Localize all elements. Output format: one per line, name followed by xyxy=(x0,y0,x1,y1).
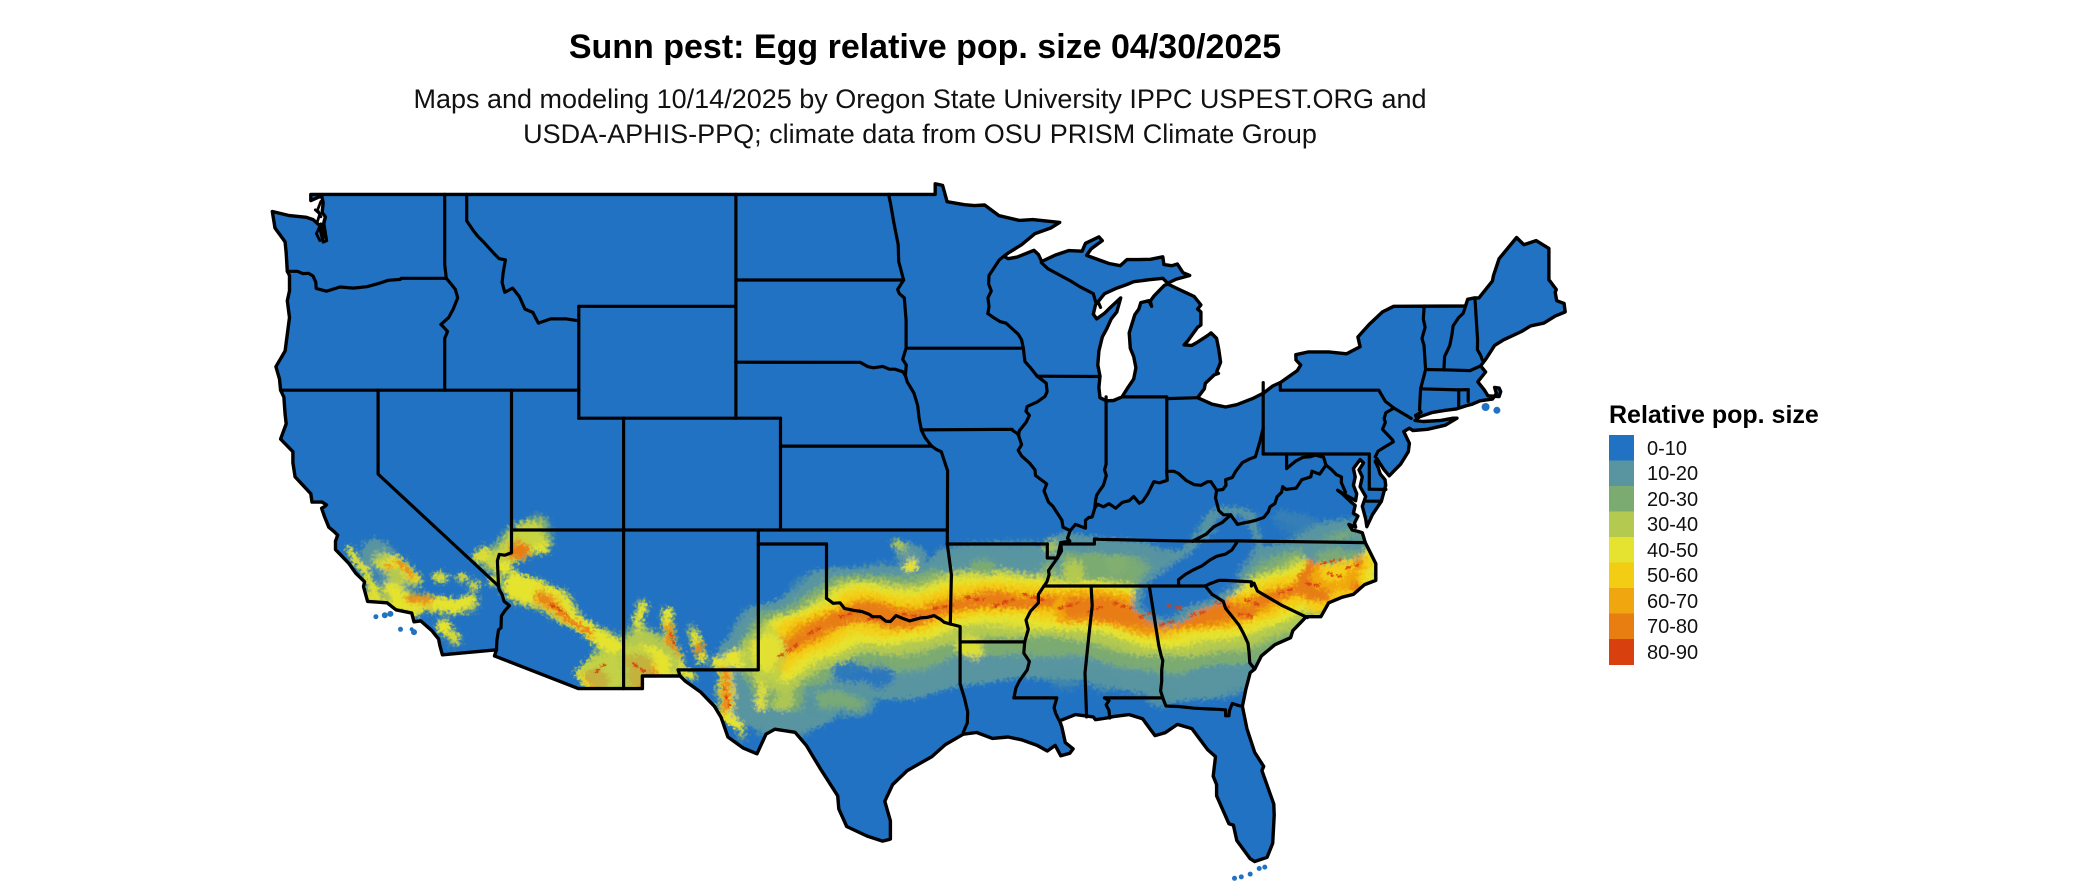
svg-text:USDA-APHIS-PPQ; climate data f: USDA-APHIS-PPQ; climate data from OSU PR… xyxy=(523,119,1317,149)
svg-text:80-90: 80-90 xyxy=(1647,642,1698,664)
svg-text:0-10: 0-10 xyxy=(1647,438,1687,460)
svg-text:30-40: 30-40 xyxy=(1647,514,1698,536)
svg-text:Maps and modeling 10/14/2025 b: Maps and modeling 10/14/2025 by Oregon S… xyxy=(413,84,1426,114)
svg-text:Relative pop. size: Relative pop. size xyxy=(1609,401,1819,429)
svg-text:Sunn pest: Egg relative pop. s: Sunn pest: Egg relative pop. size 04/30/… xyxy=(569,28,1281,66)
svg-text:70-80: 70-80 xyxy=(1647,616,1698,638)
svg-text:50-60: 50-60 xyxy=(1647,565,1698,587)
svg-text:60-70: 60-70 xyxy=(1647,591,1698,613)
svg-text:10-20: 10-20 xyxy=(1647,463,1698,485)
svg-text:40-50: 40-50 xyxy=(1647,540,1698,562)
svg-text:20-30: 20-30 xyxy=(1647,489,1698,511)
